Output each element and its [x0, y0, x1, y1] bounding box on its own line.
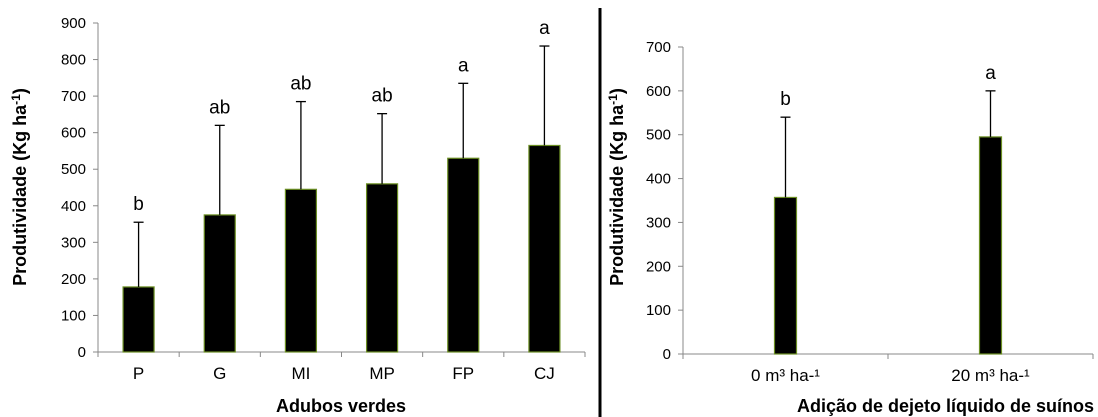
- error-bar: [985, 90, 996, 137]
- y-tick-label: 100: [646, 302, 671, 319]
- y-ticks: [93, 22, 98, 353]
- y-tick-label: 800: [61, 52, 86, 69]
- significance-letters: b ab ab ab a a: [133, 18, 550, 215]
- error-bar: [295, 100, 306, 190]
- y-tick-label: 0: [78, 344, 86, 361]
- y-tick-label: 100: [61, 307, 86, 324]
- y-tick-label: 700: [61, 88, 86, 105]
- y-tick-label: 400: [646, 171, 671, 188]
- significance-letter: a: [985, 63, 996, 84]
- category-label: MI: [291, 364, 310, 383]
- bars: [122, 144, 561, 353]
- x-axis-title: Adubos verdes: [276, 396, 406, 416]
- error-bar: [539, 45, 550, 146]
- significance-letter: a: [458, 55, 469, 76]
- error-bars: [780, 90, 996, 198]
- category-label: 20 m³ ha-¹: [951, 366, 1030, 385]
- x-ticks: [97, 352, 586, 357]
- category-label: FP: [452, 364, 474, 383]
- y-axis-title: Produtividade (Kg ha-1): [606, 88, 627, 286]
- bar: [528, 144, 561, 353]
- bars: [773, 136, 1003, 355]
- bar: [122, 286, 155, 353]
- y-tick-label: 600: [646, 83, 671, 100]
- category-label: CJ: [534, 364, 555, 383]
- error-bar: [780, 116, 791, 198]
- y-tick-label: 700: [646, 39, 671, 56]
- y-tick-label: 200: [646, 258, 671, 275]
- y-tick-labels: 0 100 200 300 400 500 600 700: [646, 39, 671, 363]
- error-bar: [377, 113, 388, 184]
- y-tick-label: 300: [646, 214, 671, 231]
- category-labels: P G MI MP FP CJ: [133, 364, 555, 383]
- x-axis-title: Adição de dejeto líquido de suínos: [797, 396, 1094, 416]
- bar: [365, 183, 399, 353]
- error-bars: [133, 45, 550, 287]
- significance-letter: b: [780, 89, 791, 110]
- error-bar: [133, 221, 144, 287]
- category-label: MP: [369, 364, 395, 383]
- error-bar: [214, 124, 225, 215]
- category-label: G: [213, 364, 226, 383]
- error-bar: [458, 82, 469, 159]
- y-ticks: [678, 46, 683, 355]
- y-tick-label: 0: [663, 346, 671, 363]
- significance-letter: ab: [372, 86, 393, 107]
- category-labels: 0 m³ ha-¹ 20 m³ ha-¹: [751, 366, 1030, 385]
- bar: [284, 188, 318, 353]
- x-ticks: [682, 354, 1094, 359]
- significance-letters: ba: [780, 63, 996, 110]
- y-tick-label: 500: [646, 127, 671, 144]
- y-tick-labels: 0 100 200 300 400 500 600 700 800 900: [61, 15, 86, 361]
- chart-adubos-verdes: 0 100 200 300 400 500 600 700 800 900 b ab ab ab a a P…: [9, 15, 586, 416]
- y-tick-label: 200: [61, 271, 86, 288]
- bar: [203, 214, 236, 353]
- y-tick-label: 400: [61, 198, 86, 215]
- bar: [978, 136, 1003, 355]
- significance-letter: ab: [209, 97, 230, 118]
- significance-letter: ab: [290, 74, 311, 95]
- bar: [447, 157, 480, 353]
- y-tick-label: 600: [61, 125, 86, 142]
- bar: [773, 196, 798, 355]
- y-tick-label: 300: [61, 234, 86, 251]
- category-label: 0 m³ ha-¹: [751, 366, 820, 385]
- significance-letter: a: [539, 18, 550, 39]
- y-tick-label: 900: [61, 15, 86, 32]
- y-axis-title: Produtividade (Kg ha-1): [9, 88, 30, 286]
- y-tick-label: 500: [61, 161, 86, 178]
- significance-letter: b: [133, 194, 144, 215]
- category-label: P: [133, 364, 144, 383]
